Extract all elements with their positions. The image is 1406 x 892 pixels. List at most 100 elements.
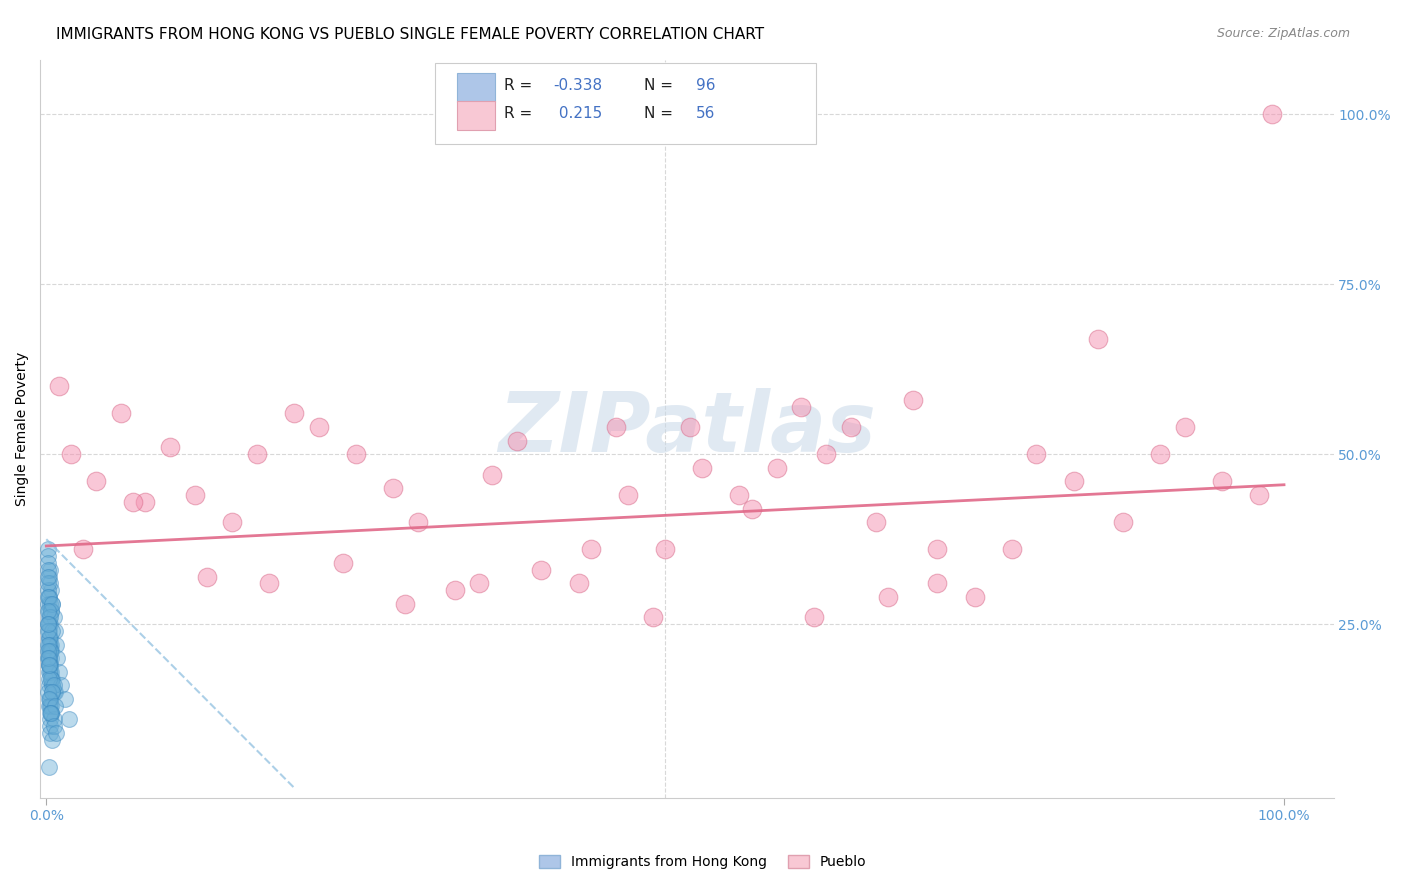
Text: N =: N = [644, 106, 678, 121]
Point [37, 624, 59, 638]
Point [38, 631, 60, 645]
Point [41, 597, 63, 611]
Point [37, 542, 59, 557]
Point [38, 617, 60, 632]
Point [38, 638, 60, 652]
Point [72, 542, 94, 557]
Point [406, 515, 429, 529]
Point [38, 678, 60, 692]
Point [53, 692, 76, 706]
Point [38, 651, 60, 665]
Point [122, 495, 145, 509]
Text: IMMIGRANTS FROM HONG KONG VS PUEBLO SINGLE FEMALE POVERTY CORRELATION CHART: IMMIGRANTS FROM HONG KONG VS PUEBLO SING… [56, 27, 765, 42]
Point [877, 590, 900, 604]
Point [39, 644, 62, 658]
Point [159, 441, 181, 455]
Point [60, 447, 83, 461]
Point [39, 604, 62, 618]
Point [39, 665, 62, 679]
Point [1001, 542, 1024, 557]
Point [790, 400, 813, 414]
Point [38, 658, 60, 673]
Point [38, 672, 60, 686]
Point [839, 420, 862, 434]
Point [38, 658, 60, 673]
Point [37, 685, 59, 699]
Point [1249, 488, 1271, 502]
Point [84, 475, 107, 489]
Point [39, 563, 62, 577]
Point [37, 638, 59, 652]
Point [42, 610, 65, 624]
Point [38, 651, 60, 665]
Text: ZIPatlas: ZIPatlas [498, 388, 876, 469]
Point [1112, 515, 1135, 529]
Point [41, 597, 63, 611]
Point [41, 732, 63, 747]
Point [679, 420, 702, 434]
Point [45, 726, 67, 740]
Point [37, 617, 59, 632]
Point [927, 576, 949, 591]
Point [46, 651, 69, 665]
Point [39, 597, 62, 611]
Point [332, 556, 354, 570]
Point [505, 434, 527, 448]
Point [39, 604, 62, 618]
Point [49, 678, 72, 692]
Point [963, 590, 986, 604]
Point [42, 719, 65, 733]
Point [39, 706, 62, 720]
Point [37, 549, 59, 564]
Point [741, 501, 763, 516]
Point [39, 726, 62, 740]
Point [38, 590, 60, 604]
Point [37, 617, 59, 632]
Point [39, 638, 62, 652]
Point [394, 597, 416, 611]
Point [468, 576, 491, 591]
Point [41, 685, 63, 699]
Point [38, 698, 60, 713]
Point [39, 583, 62, 598]
Point [38, 658, 60, 673]
Point [39, 706, 62, 720]
Point [39, 706, 62, 720]
Point [1025, 447, 1047, 461]
Point [1260, 107, 1282, 121]
Point [815, 447, 838, 461]
Point [1211, 475, 1233, 489]
Point [1063, 475, 1085, 489]
Point [38, 610, 60, 624]
FancyBboxPatch shape [457, 101, 495, 130]
Point [39, 638, 62, 652]
Point [257, 576, 280, 591]
Point [58, 713, 80, 727]
Point [1087, 331, 1109, 345]
Point [690, 460, 713, 475]
Point [37, 583, 59, 598]
Point [39, 713, 62, 727]
Point [39, 698, 62, 713]
Point [39, 672, 62, 686]
Point [927, 542, 949, 557]
Point [38, 569, 60, 583]
Point [1149, 447, 1171, 461]
Point [41, 678, 63, 692]
Point [39, 719, 62, 733]
Point [38, 651, 60, 665]
Point [45, 638, 67, 652]
Point [38, 631, 60, 645]
Point [39, 692, 62, 706]
Point [865, 515, 887, 529]
Point [1174, 420, 1197, 434]
Point [41, 624, 63, 638]
Point [39, 672, 62, 686]
Text: R =: R = [505, 106, 537, 121]
Point [41, 678, 63, 692]
Y-axis label: Single Female Poverty: Single Female Poverty [15, 351, 30, 506]
Point [38, 760, 60, 774]
Point [39, 698, 62, 713]
Point [38, 590, 60, 604]
Point [38, 644, 60, 658]
